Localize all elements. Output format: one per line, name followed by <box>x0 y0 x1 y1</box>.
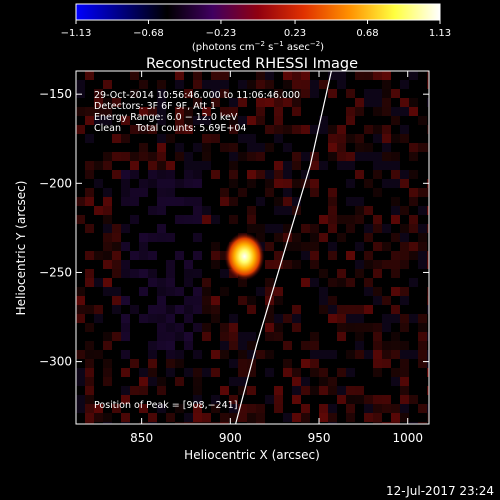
y-tick-label: −200 <box>39 176 72 190</box>
x-axis-label: Heliocentric X (arcsec) <box>184 448 320 462</box>
y-axis-label: Heliocentric Y (arcsec) <box>14 181 28 316</box>
colorbar-tick-label: 0.68 <box>356 28 378 39</box>
x-tick-label: 1000 <box>392 431 423 445</box>
y-tick-label: −300 <box>39 355 72 369</box>
colorbar <box>75 3 441 21</box>
colorbar-tick-label: −1.13 <box>61 28 92 39</box>
colorbar-tick-label: −0.23 <box>206 28 237 39</box>
annotation-clean: Clean Total counts: 5.69E+04 <box>94 123 246 134</box>
footer-timestamp: 12-Jul-2017 23:24 <box>386 484 494 498</box>
flare-source <box>224 232 265 281</box>
colorbar-units: (photons cm−2 s−1 asec−2) <box>192 40 324 53</box>
colorbar-tick-label: 0.23 <box>284 28 306 39</box>
plot-frame <box>75 70 430 425</box>
x-axis: 850 900 950 1000 <box>130 71 423 445</box>
colorbar-tick-label: −0.68 <box>133 28 164 39</box>
x-tick-label: 850 <box>130 431 153 445</box>
y-tick-label: −250 <box>39 265 72 279</box>
x-tick-label: 950 <box>308 431 331 445</box>
annotation-time-range: 29-Oct-2014 10:56:46.000 to 11:06:46.000 <box>94 90 300 101</box>
x-tick-label: 900 <box>219 431 242 445</box>
annotation-peak-position: Position of Peak = [908,−241] <box>94 400 237 411</box>
annotation-energy: Energy Range: 6.0 − 12.0 keV <box>94 112 238 123</box>
y-axis: −150 −200 −250 −300 <box>39 87 429 369</box>
colorbar-ticks: −1.13 −0.68 −0.23 0.23 0.68 1.13 <box>61 20 451 39</box>
solar-limb-curve <box>235 71 332 424</box>
colorbar-tick-label: 1.13 <box>429 28 451 39</box>
annotation-detectors: Detectors: 3F 6F 9F, Att 1 <box>94 101 216 112</box>
y-tick-label: −150 <box>39 87 72 101</box>
chart-title: Reconstructed RHESSI Image <box>146 56 358 72</box>
plot-area <box>76 71 429 424</box>
